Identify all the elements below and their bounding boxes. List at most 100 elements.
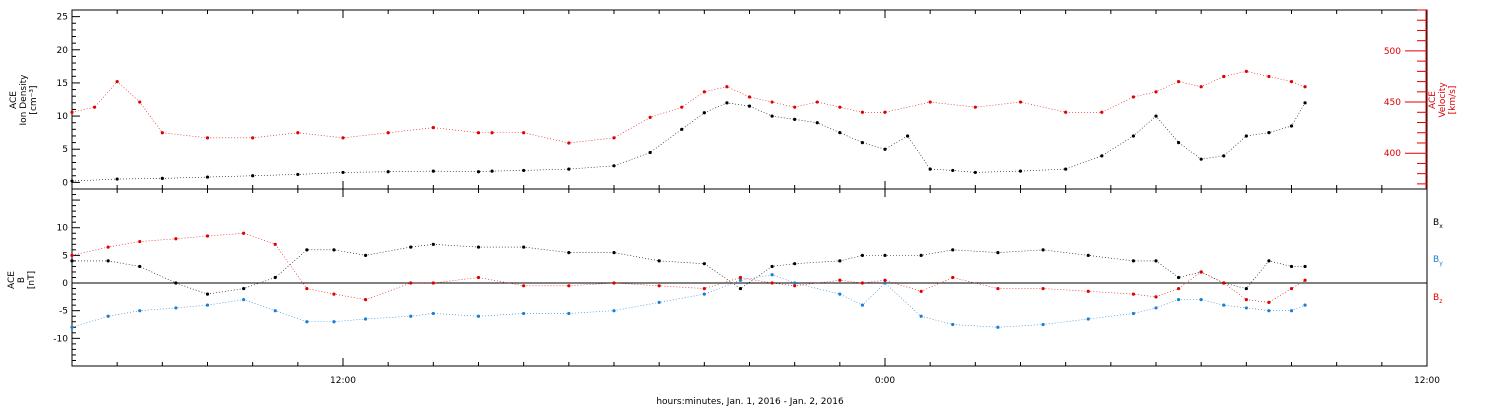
data-point [1131, 311, 1136, 316]
x-tick-label: 12:00 [330, 376, 356, 386]
data-point [1303, 278, 1307, 282]
data-point [522, 168, 526, 173]
y-tick-label-right: 450 [1384, 98, 1401, 108]
axis-label-line: [cm⁻³] [29, 85, 39, 114]
data-point [1064, 110, 1068, 114]
data-point [1086, 253, 1090, 257]
data-point [305, 320, 309, 324]
x-axis-title: hours:minutes, Jan. 1, 2016 - Jan. 2, 20… [656, 397, 844, 407]
data-point [883, 147, 887, 151]
y-tick-label-right: 400 [1384, 149, 1401, 159]
top-panel-frame [71, 9, 1428, 190]
data-point [860, 140, 865, 145]
data-point [341, 136, 345, 140]
y-tick-label-left: 20 [57, 46, 69, 56]
data-point [205, 234, 210, 238]
series-trace [71, 71, 1306, 144]
data-point [1244, 134, 1248, 138]
data-point [1176, 275, 1181, 280]
series-trace [71, 274, 1306, 328]
data-point [838, 105, 842, 109]
data-point [160, 131, 164, 135]
data-point [1199, 270, 1203, 274]
data-point [860, 253, 865, 257]
y-tick-label-right: 500 [1384, 47, 1401, 57]
data-point [567, 251, 571, 255]
data-point [174, 281, 178, 285]
data-point [612, 136, 616, 140]
data-point [883, 110, 887, 114]
bottom-panel: ACE B [nT] [7, 188, 1428, 367]
data-point [567, 141, 571, 145]
data-point [612, 164, 616, 168]
series-unnamed [70, 101, 1307, 183]
data-point [1222, 74, 1226, 79]
data-point [973, 170, 977, 175]
y-tick-label-left: 10 [57, 112, 69, 122]
data-point [738, 275, 743, 280]
data-point [138, 264, 142, 269]
legend-Bx: Bx [1433, 218, 1443, 230]
data-point [1289, 286, 1294, 291]
data-point [106, 245, 110, 249]
axis-label-line: Velocity [1438, 82, 1448, 118]
data-point [431, 281, 435, 285]
data-point [612, 251, 616, 255]
series-By [70, 273, 1307, 329]
data-point [332, 320, 336, 324]
data-point [305, 248, 309, 252]
data-point [1289, 264, 1294, 269]
y-tick-label-left: 0 [62, 178, 68, 188]
data-point [1100, 154, 1104, 158]
data-point [1222, 303, 1226, 307]
data-point [490, 131, 494, 135]
top-panel: ACE Ion Density [cm⁻³] ACE Velocity [km/s] [9, 9, 1458, 190]
data-point [476, 131, 481, 135]
data-point [476, 275, 481, 280]
data-point [174, 306, 178, 310]
y-tick-label-left: 15 [57, 79, 68, 89]
data-point [1100, 110, 1104, 114]
data-point [860, 281, 865, 285]
data-point [919, 253, 923, 257]
y-tick-label-left: 10 [57, 224, 69, 234]
data-point [1176, 286, 1181, 291]
data-point [815, 100, 819, 104]
data-point [1199, 298, 1203, 302]
data-point [702, 286, 706, 291]
axis-label-line: Ion Density [19, 74, 29, 126]
data-point [747, 95, 752, 99]
data-point [680, 105, 684, 109]
data-point [1131, 259, 1136, 263]
data-point [770, 264, 774, 269]
data-point [242, 286, 246, 291]
axis-label-line: ACE [9, 91, 19, 109]
data-point [1303, 85, 1307, 89]
legend-Bz: Bz [1433, 293, 1442, 305]
velocity-axis-label: ACE Velocity [km/s] [1428, 82, 1458, 118]
y-tick-label-left: 0 [62, 279, 68, 289]
magnetic-field-axis-label: ACE B [nT] [7, 271, 37, 289]
axis-label-line: [nT] [27, 271, 37, 289]
x-tick-label: 0:00 [875, 376, 895, 386]
data-point [567, 167, 571, 171]
data-point [522, 131, 526, 135]
y-tick-label-left: -10 [53, 334, 68, 344]
data-point [1289, 80, 1294, 84]
data-point [1267, 309, 1271, 313]
data-point [793, 262, 797, 266]
data-point [648, 115, 652, 119]
density-axis-label: ACE Ion Density [cm⁻³] [9, 74, 39, 126]
data-point [431, 169, 435, 173]
axis-label-line: [km/s] [1448, 86, 1458, 115]
data-point [838, 131, 842, 135]
data-point [657, 300, 661, 304]
data-point [883, 278, 887, 282]
data-point [1131, 95, 1136, 99]
series-Bx [70, 242, 1307, 296]
data-point [1154, 295, 1158, 299]
data-point [409, 245, 413, 249]
axis-label-line: ACE [1428, 91, 1438, 109]
data-point [205, 303, 210, 307]
